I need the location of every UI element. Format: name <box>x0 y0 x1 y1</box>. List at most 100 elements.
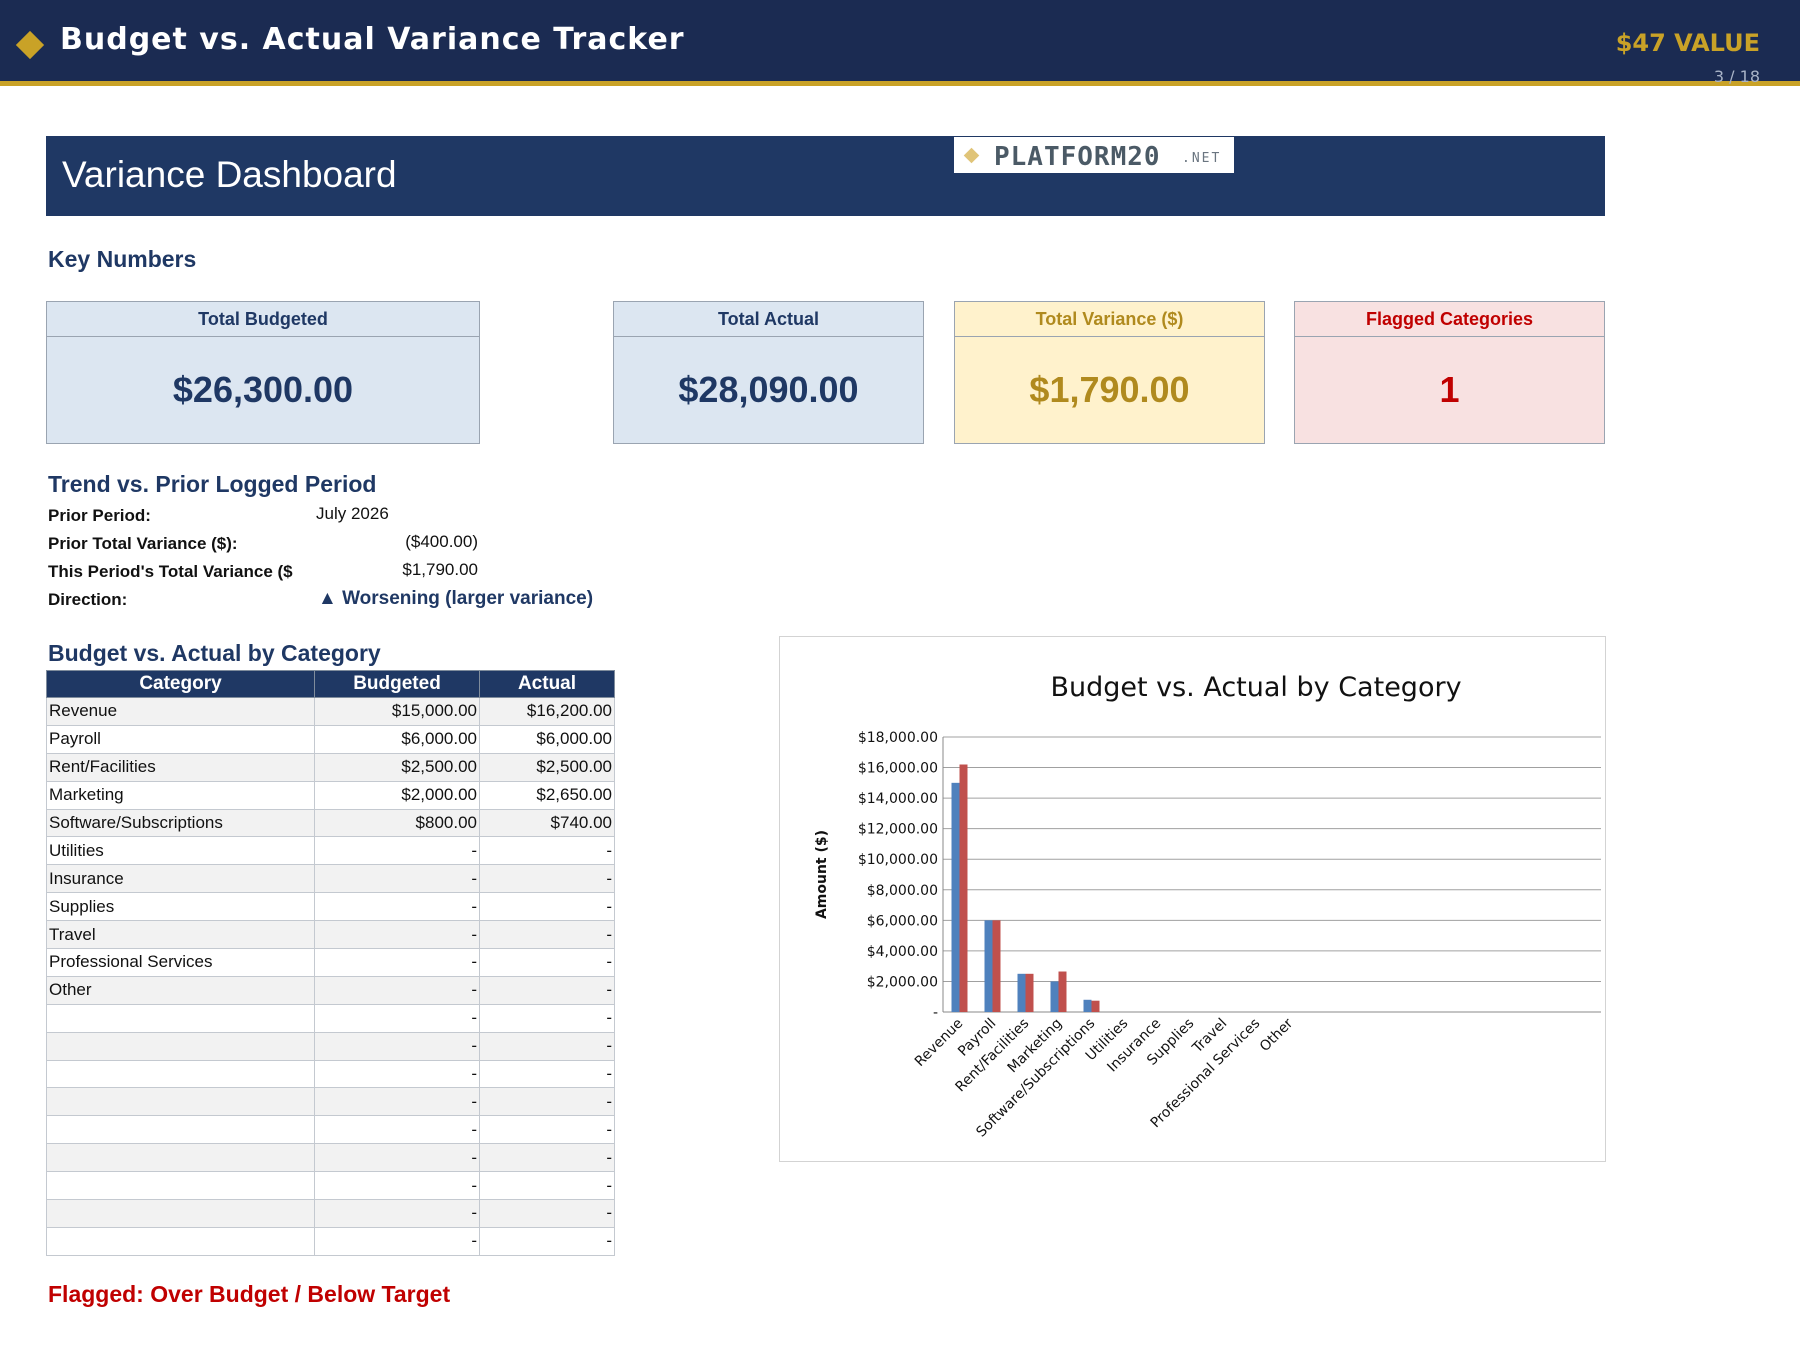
budgeted-cell: - <box>314 892 480 922</box>
kpi-label: Total Variance ($) <box>955 302 1264 337</box>
category-cell <box>46 1059 315 1089</box>
bar-actual <box>1091 1000 1100 1012</box>
category-table-heading: Budget vs. Actual by Category <box>48 640 381 666</box>
trend-label-prior-period: Prior Period: <box>48 506 151 525</box>
bar-budgeted <box>1017 973 1026 1012</box>
trend-value-prior-variance: ($400.00) <box>405 532 478 551</box>
budgeted-cell: $2,000.00 <box>314 780 480 810</box>
table-row: -- <box>46 1115 615 1145</box>
category-cell: Other <box>46 975 315 1005</box>
kpi-label: Total Actual <box>614 302 923 337</box>
category-cell <box>46 1087 315 1117</box>
column-header-actual: Actual <box>479 670 615 698</box>
category-cell: Insurance <box>46 864 315 894</box>
table-row: -- <box>46 1003 615 1033</box>
actual-cell: - <box>479 1226 615 1256</box>
table-row: Utilities - - <box>46 836 615 866</box>
actual-cell: - <box>479 1199 615 1228</box>
category-cell: Revenue <box>46 697 315 726</box>
actual-cell: - <box>479 864 615 894</box>
bar-actual <box>1025 973 1034 1012</box>
category-cell <box>46 1031 315 1061</box>
flagged-legend-note: Flagged: Over Budget / Below Target <box>48 1281 451 1307</box>
y-tick-label: - <box>933 1005 938 1021</box>
kpi-value: $26,300.00 <box>172 369 354 410</box>
diamond-icon <box>15 30 45 60</box>
kpi-label: Total Budgeted <box>47 302 479 337</box>
actual-cell: - <box>479 1003 615 1033</box>
x-tick-label: Other <box>1257 1015 1297 1055</box>
category-cell <box>46 1143 315 1173</box>
category-cell: Rent/Facilities <box>46 752 315 782</box>
platform-logo: PLATFORM20 .NET <box>954 137 1234 173</box>
trend-heading: Trend vs. Prior Logged Period <box>48 471 377 497</box>
actual-cell: $2,650.00 <box>479 780 615 810</box>
trend-label-this-variance: This Period's Total Variance ($ <box>48 562 293 581</box>
trend-label-direction: Direction: <box>48 590 128 609</box>
category-cell: Software/Subscriptions <box>46 808 315 838</box>
chart-svg: Budget vs. Actual by Category - $2,000.00 $… <box>814 672 1601 1140</box>
bar-actual <box>1058 971 1067 1012</box>
trend-label-prior-variance: Prior Total Variance ($): <box>48 534 238 553</box>
trend-value-prior-period: July 2026 <box>316 504 389 523</box>
category-table: Category Budgeted Actual Revenue $15,000.… <box>46 670 615 1256</box>
actual-cell: - <box>479 1087 615 1117</box>
bar-actual <box>992 920 1001 1012</box>
logo-text: PLATFORM20 <box>994 142 1161 172</box>
table-row: -- <box>46 1031 615 1061</box>
kpi-total-actual: Total Actual $28,090.00 <box>613 301 924 444</box>
trend-value-this-variance: $1,790.00 <box>402 560 478 579</box>
table-row: Revenue $15,000.00 $16,200.00 <box>46 697 615 726</box>
category-cell <box>46 1199 315 1228</box>
kpi-total-variance: Total Variance ($) $1,790.00 <box>954 301 1265 444</box>
table-row: Rent/Facilities $2,500.00 $2,500.00 <box>46 752 615 782</box>
y-tick-label: $12,000.00 <box>858 822 938 838</box>
table-row: -- <box>46 1226 615 1256</box>
key-numbers-heading: Key Numbers <box>48 246 197 272</box>
y-tick-label: $8,000.00 <box>867 883 938 899</box>
kpi-value: $1,790.00 <box>1029 369 1190 410</box>
budgeted-cell: - <box>314 975 480 1005</box>
budgeted-cell: - <box>314 836 480 866</box>
page-indicator: 3 / 18 <box>1713 67 1760 86</box>
category-cell: Utilities <box>46 836 315 866</box>
y-tick-label: $10,000.00 <box>858 852 938 868</box>
category-cell <box>46 1003 315 1033</box>
budgeted-cell: $800.00 <box>314 808 480 838</box>
dashboard-title: Variance Dashboard <box>62 154 397 195</box>
budgeted-cell: - <box>314 1199 480 1228</box>
budgeted-cell: - <box>314 1115 480 1145</box>
bar-budgeted <box>951 782 960 1012</box>
budgeted-cell: - <box>314 1143 480 1173</box>
actual-cell: - <box>479 892 615 922</box>
y-axis-title: Amount ($) <box>814 830 830 919</box>
table-row: -- <box>46 1143 615 1173</box>
actual-cell: - <box>479 1143 615 1173</box>
actual-cell: - <box>479 1171 615 1201</box>
budgeted-cell: - <box>314 1059 480 1089</box>
actual-cell: - <box>479 1031 615 1061</box>
budgeted-cell: - <box>314 1226 480 1256</box>
budget-vs-actual-chart: Budget vs. Actual by Category - $2,000.00 $… <box>779 636 1606 1162</box>
table-row: Payroll $6,000.00 $6,000.00 <box>46 724 615 754</box>
bar-actual <box>959 764 968 1012</box>
value-badge: $47 VALUE <box>1615 29 1760 57</box>
table-row: Marketing $2,000.00 $2,650.00 <box>46 780 615 810</box>
y-tick-label: $6,000.00 <box>867 913 938 929</box>
y-tick-label: $2,000.00 <box>867 974 938 990</box>
table-row: Professional Services - - <box>46 948 615 977</box>
actual-cell: - <box>479 1115 615 1145</box>
budgeted-cell: - <box>314 864 480 894</box>
category-cell: Professional Services <box>46 948 315 977</box>
table-row: Supplies - - <box>46 892 615 922</box>
table-row: Software/Subscriptions $800.00 $740.00 <box>46 808 615 838</box>
category-cell: Travel <box>46 920 315 950</box>
table-row: -- <box>46 1059 615 1089</box>
chart-title: Budget vs. Actual by Category <box>1050 672 1461 703</box>
bar-budgeted <box>984 920 993 1012</box>
budgeted-cell: - <box>314 920 480 950</box>
banner-title: Budget vs. Actual Variance Tracker <box>60 22 685 57</box>
table-row: -- <box>46 1199 615 1228</box>
actual-cell: $2,500.00 <box>479 752 615 782</box>
x-tick-label: Revenue <box>912 1016 966 1070</box>
